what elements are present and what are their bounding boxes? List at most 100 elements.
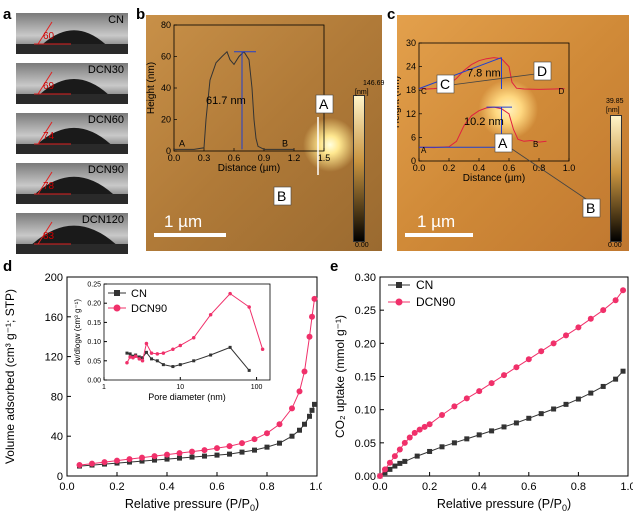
data-point	[277, 440, 282, 446]
x-tick-label: 0.3	[198, 153, 211, 163]
droplet-drawing	[16, 171, 128, 204]
data-point	[550, 340, 557, 347]
data-point	[264, 430, 270, 437]
legend-marker-dcn90	[395, 298, 403, 306]
x-tick-label: 0.4	[473, 163, 486, 173]
data-point	[297, 427, 302, 433]
panel-label-d: d	[3, 258, 13, 275]
data-point	[114, 457, 120, 464]
x-tick-label: 0.0	[59, 481, 74, 493]
data-point	[171, 347, 175, 352]
afm-image-b: 0.0 0.3 0.6 0.9 1.2 1.5 0 20 40 60 80 Distance (µm)…	[146, 15, 382, 251]
contact-angle-photo: CN 60	[16, 13, 128, 54]
co2-uptake-chart-e: 0.0 0.2 0.4 0.6 0.8 1.0 0.00 0.05 0.10 0.15 0.20 0.…	[333, 272, 633, 513]
inset-y-tick-label: 0.00	[87, 378, 101, 385]
panel-label-a: a	[3, 6, 12, 23]
x-tick-label: 0.9	[258, 153, 271, 163]
contact-angle-value: 74	[43, 131, 55, 142]
colorbar-b-min: 0.00	[355, 242, 369, 249]
ref-line-cd	[418, 57, 502, 90]
series-line	[379, 290, 624, 477]
data-point	[312, 401, 317, 407]
marker-d: D	[537, 63, 547, 79]
data-point	[464, 436, 470, 442]
data-point	[391, 453, 398, 460]
tangent-line	[37, 21, 53, 45]
data-point	[387, 466, 393, 472]
y-tick-label: 0.10	[355, 405, 376, 417]
data-point	[76, 462, 83, 469]
sample-label: DCN30	[87, 64, 124, 76]
x-tick-label: 0.8	[533, 163, 546, 173]
legend-label-dcn90: DCN90	[416, 295, 456, 309]
y-tick-label: 6	[411, 132, 416, 142]
profile-marker-b: B	[533, 140, 538, 149]
inset-x-tick-label: 10	[176, 384, 184, 391]
legend-marker-cn	[396, 282, 402, 288]
profile-marker-c: C	[421, 87, 427, 96]
y-tick-label: 18	[406, 85, 416, 95]
data-point	[171, 365, 175, 369]
data-point	[306, 333, 313, 340]
data-point	[563, 332, 569, 339]
y-tick-label: 200	[45, 272, 63, 284]
data-point	[149, 351, 154, 355]
data-point	[177, 455, 182, 461]
y-tick-label: 80	[51, 391, 63, 403]
series-line	[79, 404, 315, 467]
legend-label-cn: CN	[416, 278, 433, 292]
section-line	[450, 72, 544, 86]
y-tick-label: 80	[161, 20, 171, 30]
inset-y-axis-label: dv/dlogw (cm³ g⁻¹)	[73, 299, 82, 365]
y-tick-label: 40	[51, 431, 63, 443]
data-point	[239, 440, 245, 447]
contact-angle-value: 78	[43, 181, 55, 192]
y-axis-label: Height (nm)	[146, 62, 157, 114]
isotherm-chart-d: 0.0 0.2 0.4 0.6 0.8 1.0 0 40 80 120 160 200 Relative…	[3, 272, 322, 513]
x-tick-label: 0.4	[159, 481, 174, 493]
data-point	[155, 359, 159, 363]
data-point	[289, 433, 295, 439]
x-axis-label: Relative pressure (P/P0)	[437, 497, 571, 513]
data-point	[451, 403, 458, 410]
data-point	[164, 451, 170, 458]
panel-label-e: e	[330, 258, 339, 275]
afm-b-overlay: 0.0 0.3 0.6 0.9 1.2 1.5 0 20 40 60 80 Distance (µm)…	[146, 20, 334, 237]
data-point	[252, 447, 257, 453]
y-tick-label: 30	[406, 38, 416, 48]
tangent-line	[37, 121, 53, 145]
height-value-label: 10.2 nm	[464, 116, 504, 128]
data-point	[382, 470, 388, 476]
data-point	[191, 336, 196, 340]
y-axis-label: CO₂ uptake (mmol g⁻¹)	[333, 315, 347, 438]
data-point	[501, 424, 507, 430]
inset-x-axis-label: Pore diameter (nm)	[148, 392, 226, 402]
data-point	[125, 360, 129, 365]
inset-y-tick-label: 0.10	[87, 339, 101, 346]
y-axis-label: Height (nm)	[397, 76, 402, 128]
data-point	[488, 380, 495, 387]
tangent-line	[37, 221, 53, 245]
profile-line	[174, 50, 294, 150]
data-point	[402, 458, 408, 464]
x-tick-label: 1.0	[563, 163, 576, 173]
afm-image-c: 0.0 0.2 0.4 0.6 0.8 1.0 0 6 12 18 24 30 Distance (µm…	[397, 15, 629, 251]
data-point	[396, 446, 403, 453]
data-point	[427, 448, 433, 454]
data-point	[538, 348, 545, 355]
data-point	[613, 376, 619, 382]
data-point	[451, 440, 457, 446]
legend-label-cn: CN	[131, 288, 147, 300]
data-point	[392, 463, 398, 469]
droplet-drawing	[16, 121, 128, 154]
substrate	[16, 44, 128, 54]
data-point	[227, 451, 232, 457]
x-tick-label: 0.0	[413, 163, 426, 173]
marker-box-a	[315, 94, 334, 114]
data-point	[214, 452, 220, 458]
data-point	[201, 447, 208, 454]
data-point	[620, 287, 627, 294]
data-point	[260, 347, 265, 352]
data-point	[439, 444, 445, 450]
data-point	[208, 312, 213, 317]
